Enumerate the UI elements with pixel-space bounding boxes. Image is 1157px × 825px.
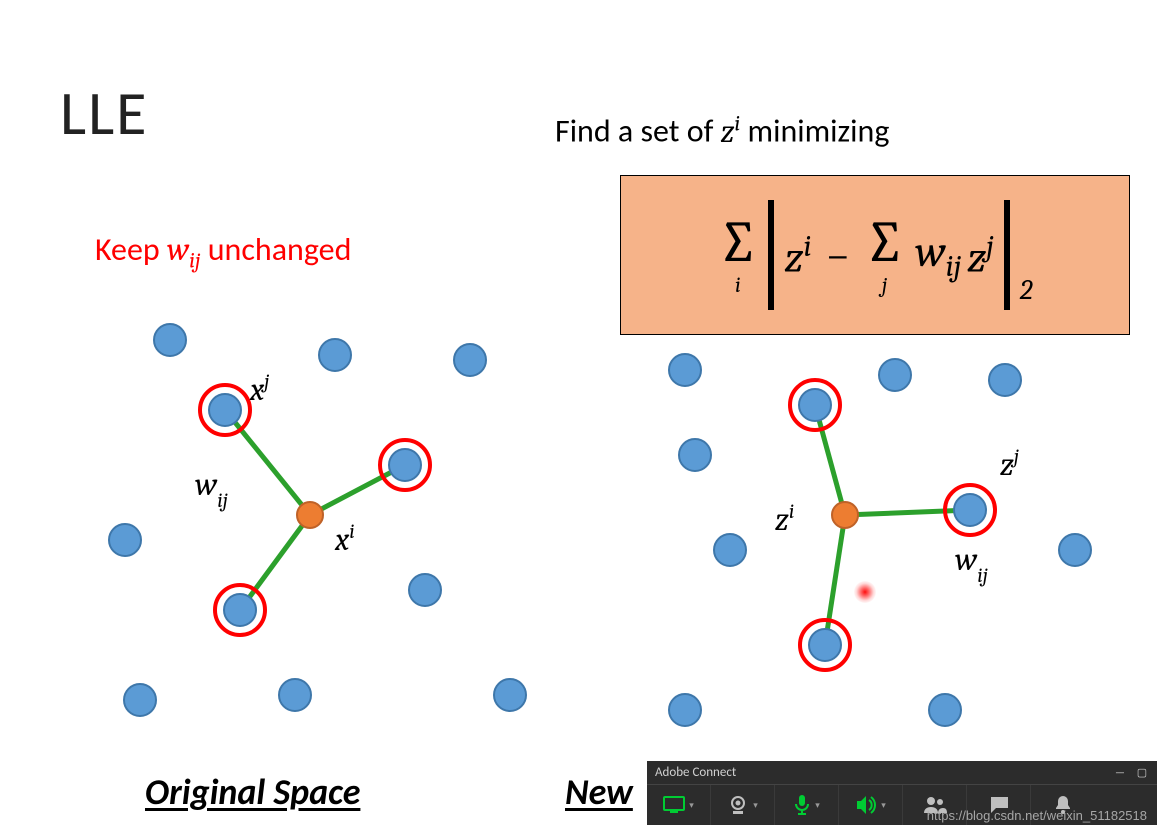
wij-var: wij [167,231,201,268]
math-label-xj: xj [249,370,269,408]
adobe-connect-titlebar: Adobe Connect — ▢ [647,761,1157,785]
data-point [454,344,486,376]
wij-term: wij [915,226,961,284]
neighbor-point [809,629,841,661]
data-point [319,339,351,371]
dropdown-arrow[interactable]: ▾ [881,800,886,811]
math-label-xi: xi [334,520,355,558]
data-point [929,694,961,726]
data-point [494,679,526,711]
data-point [1059,534,1091,566]
maximize-button[interactable]: ▢ [1135,766,1149,780]
edge [225,410,310,515]
neighbor-point [209,394,241,426]
math-label-wij: wij [955,541,988,588]
caption-new-space: New [565,770,633,814]
data-point [279,679,311,711]
data-point [124,684,156,716]
neighbor-point [224,594,256,626]
minus: − [826,230,850,281]
data-point [669,694,701,726]
minimize-button[interactable]: — [1113,766,1127,780]
data-point [714,534,746,566]
data-point [989,364,1021,396]
norm-open [768,200,774,310]
data-point [154,324,186,356]
zj-term: zj [967,228,994,283]
new-space-diagram: zj zi wij [600,315,1120,745]
dropdown-arrow[interactable]: ▾ [815,800,820,811]
screen-share-icon[interactable]: ▾ [647,785,711,825]
find-z-text: Find a set of zi minimizing [555,110,889,151]
data-point [679,439,711,471]
page-title: LLE [60,75,148,151]
webcam-icon[interactable]: ▾ [711,785,775,825]
data-point [879,359,911,391]
center-point [297,502,323,528]
slide: LLE Keep wij unchanged Find a set of zi … [0,0,1157,825]
original-space-diagram: xj wij xi [50,305,550,735]
edge [240,515,310,610]
dropdown-arrow[interactable]: ▾ [689,800,694,811]
keep-wij-text: Keep wij unchanged [95,230,351,273]
zi-var: zi [721,113,741,150]
keep-prefix: Keep [95,230,167,269]
inner-sum: ∑ j [864,214,905,296]
mic-icon[interactable]: ▾ [775,785,839,825]
neighbor-point [389,449,421,481]
data-point [109,524,141,556]
edge [845,510,970,515]
data-point [409,574,441,606]
objective-formula: ∑ i zi − ∑ j wij zj 2 [620,175,1130,335]
keep-tail: unchanged [201,230,352,269]
norm-close [1004,200,1010,310]
watermark: https://blog.csdn.net/weixin_51182518 [927,808,1147,823]
center-point [832,502,858,528]
data-point [669,354,701,386]
math-label-zi: zi [775,500,794,538]
outer-sum: ∑ i [717,214,758,296]
neighbor-point [799,389,831,421]
caption-original-space: Original Space [145,770,360,814]
dropdown-arrow[interactable]: ▾ [753,800,758,811]
math-label-wij: wij [195,466,228,513]
adobe-connect-title: Adobe Connect [655,765,736,780]
edge [815,405,845,515]
neighbor-point [954,494,986,526]
norm-sub: 2 [1020,274,1033,306]
speaker-icon[interactable]: ▾ [839,785,903,825]
math-label-zj: zj [1000,445,1019,483]
zi-term: zi [784,228,811,283]
